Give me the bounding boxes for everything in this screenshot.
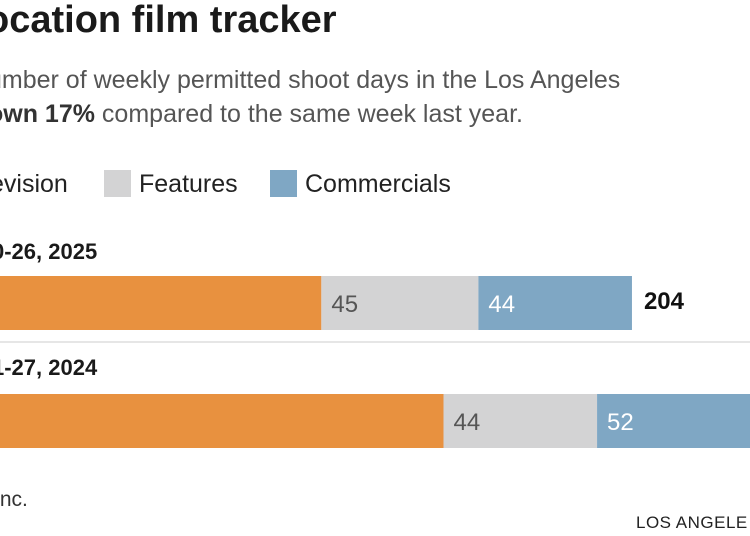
chart-subtitle-line2: own 17% compared to the same week last y… bbox=[0, 97, 523, 131]
subtitle-rest: compared to the same week last year. bbox=[94, 100, 523, 128]
data-label-features-0: 45 bbox=[331, 291, 358, 318]
bar-segment-television-0 bbox=[0, 276, 322, 330]
chart-title: ocation film tracker bbox=[0, 0, 337, 41]
bar-segment-commercials-1 bbox=[597, 394, 750, 448]
source-note: Inc. bbox=[0, 488, 28, 511]
data-label-commercials-1: 52 bbox=[607, 409, 634, 436]
week-label-2025: 0-26, 2025 bbox=[0, 239, 98, 264]
data-label-features-1: 44 bbox=[454, 409, 481, 436]
legend-swatch-commercials bbox=[270, 170, 297, 197]
bar-segment-commercials-0 bbox=[478, 276, 632, 330]
legend-swatch-features bbox=[104, 170, 131, 197]
bar-segment-television-1 bbox=[0, 394, 444, 448]
bar-segment-features-1 bbox=[443, 394, 598, 448]
credit-line: LOS ANGELE bbox=[636, 513, 748, 532]
total-label-0: 204 bbox=[644, 288, 685, 315]
chart-subtitle-line1: umber of weekly permitted shoot days in … bbox=[0, 66, 621, 94]
bar-segment-features-0 bbox=[321, 276, 479, 330]
subtitle-highlight: own 17% bbox=[0, 100, 95, 128]
data-label-commercials-0: 44 bbox=[488, 291, 515, 318]
legend-label-commercials: Commercials bbox=[305, 170, 451, 198]
week-label-2024: 1-27, 2024 bbox=[0, 355, 98, 380]
legend-label-features: Features bbox=[139, 170, 238, 198]
legend-label-television: evision bbox=[0, 170, 68, 198]
